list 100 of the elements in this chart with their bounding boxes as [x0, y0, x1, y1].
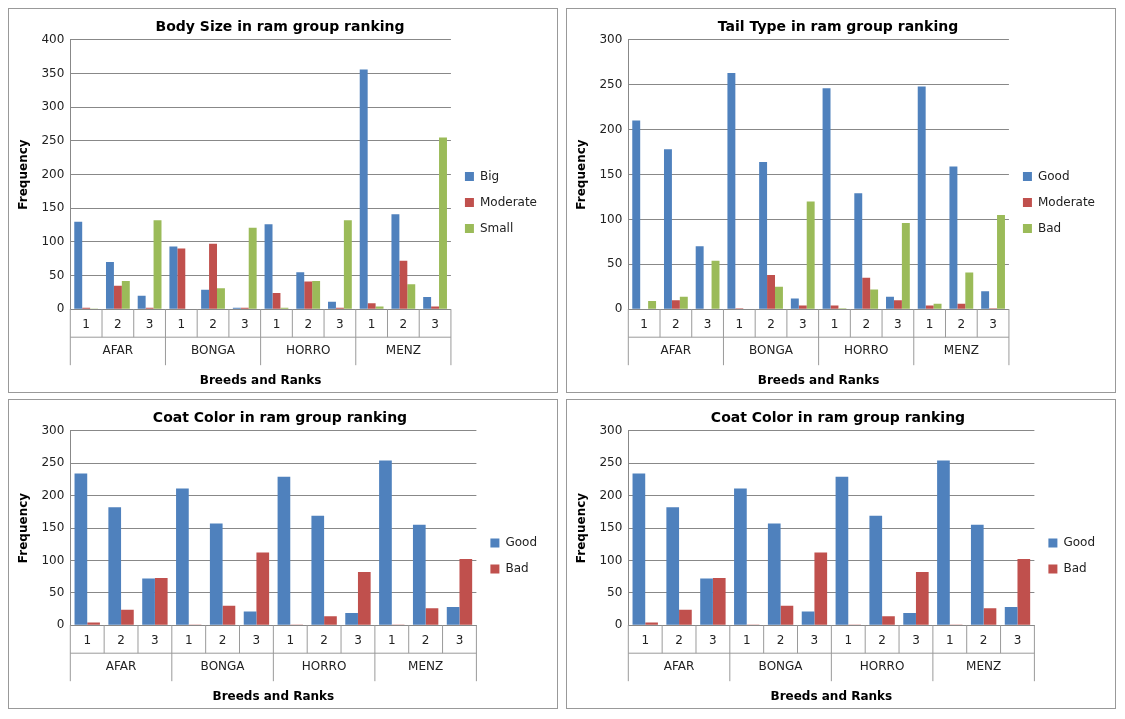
bar [822, 88, 831, 309]
legend-label: Bad [1037, 220, 1062, 235]
x-tick-label: 2 [767, 316, 775, 331]
x-tick-label: 3 [336, 316, 344, 331]
y-tick-label: 100 [41, 552, 65, 567]
x-tick-label: 1 [177, 316, 186, 331]
y-tick-label: 250 [599, 76, 623, 91]
bar [780, 605, 794, 625]
bar [767, 275, 775, 309]
bar [981, 291, 990, 309]
bar [217, 288, 225, 309]
bar [359, 69, 368, 309]
bar [798, 305, 807, 309]
x-tick-label: 3 [354, 632, 362, 647]
x-tick-label: 2 [399, 316, 408, 331]
y-tick-label: 50 [607, 584, 623, 599]
x-axis-title: Breeds and Ranks [770, 688, 893, 703]
text: MENZ [385, 343, 421, 358]
bar [775, 286, 783, 309]
x-axis-title: Breeds and Ranks [757, 372, 880, 387]
text: HORRO [859, 659, 905, 674]
x-tick-label: 3 [240, 316, 249, 331]
x-tick-label: 1 [844, 632, 853, 647]
bar [209, 243, 217, 309]
bar [679, 609, 692, 625]
bar [767, 523, 781, 625]
y-tick-label: 50 [49, 267, 65, 282]
bar [671, 300, 680, 309]
legend-label: Good [1037, 168, 1070, 183]
bar [869, 515, 883, 625]
y-tick-label: 100 [41, 233, 65, 248]
bar [367, 303, 376, 309]
bar [74, 221, 83, 309]
bar [311, 515, 325, 625]
bar [312, 280, 321, 309]
bar [983, 608, 997, 625]
text: MENZ [943, 343, 979, 358]
y-tick-label: 0 [56, 301, 65, 316]
bar [379, 460, 392, 625]
text: BONGA [758, 659, 804, 674]
bar [209, 523, 223, 625]
y-tick-label: 200 [41, 487, 65, 502]
legend-label: Small [479, 220, 514, 235]
x-tick-label: 3 [798, 316, 807, 331]
x-tick-label: 3 [989, 316, 997, 331]
bar [886, 296, 894, 309]
text: MENZ [966, 659, 1002, 674]
bar [734, 488, 747, 625]
bar [304, 281, 313, 309]
x-tick-label: 2 [878, 632, 886, 647]
bar [431, 306, 440, 309]
bar [108, 507, 122, 625]
bar [727, 73, 736, 309]
text: AFAR [105, 659, 137, 674]
bar [74, 473, 88, 625]
bar [425, 608, 439, 625]
bar [142, 578, 155, 625]
bar [949, 166, 958, 309]
text: AFAR [663, 659, 695, 674]
bar [679, 296, 688, 309]
bar [632, 120, 641, 309]
x-tick-label: 3 [703, 316, 712, 331]
legend-label: Good [1063, 535, 1096, 550]
bar [113, 285, 122, 309]
y-tick-label: 250 [599, 455, 623, 470]
bar [790, 298, 799, 309]
bar [201, 289, 210, 309]
x-axis-title: Breeds and Ranks [199, 372, 322, 387]
bar [903, 612, 916, 625]
bar [925, 305, 934, 309]
y-tick-label: 100 [599, 552, 623, 567]
x-tick-label: 1 [387, 632, 396, 647]
x-tick-label: 1 [272, 316, 281, 331]
x-tick-label: 3 [455, 632, 464, 647]
bar [862, 277, 871, 309]
bar [177, 248, 186, 309]
legend-label: Moderate [479, 194, 538, 209]
chart-title: Coat Color in ram group ranking [710, 409, 966, 426]
y-tick-label: 350 [41, 65, 65, 80]
x-tick-label: 3 [151, 632, 159, 647]
bar [933, 303, 942, 309]
bar [893, 300, 902, 309]
y-tick-label: 300 [41, 422, 65, 437]
x-tick-label: 3 [252, 632, 261, 647]
bar [854, 193, 863, 309]
bar [965, 272, 974, 309]
x-tick-label: 2 [776, 632, 785, 647]
x-tick-label: 3 [709, 632, 717, 647]
x-tick-label: 1 [925, 316, 934, 331]
bar [391, 214, 400, 309]
legend-label: Bad [1063, 561, 1087, 576]
bar [917, 86, 926, 309]
text: BONGA [749, 343, 794, 358]
legend-label: Moderate [1037, 194, 1096, 209]
x-tick-label: 1 [641, 632, 650, 647]
x-tick-label: 2 [979, 632, 988, 647]
x-tick-label: 3 [1013, 632, 1022, 647]
x-tick-label: 1 [82, 316, 90, 331]
bar [324, 616, 337, 625]
bar [700, 578, 713, 625]
